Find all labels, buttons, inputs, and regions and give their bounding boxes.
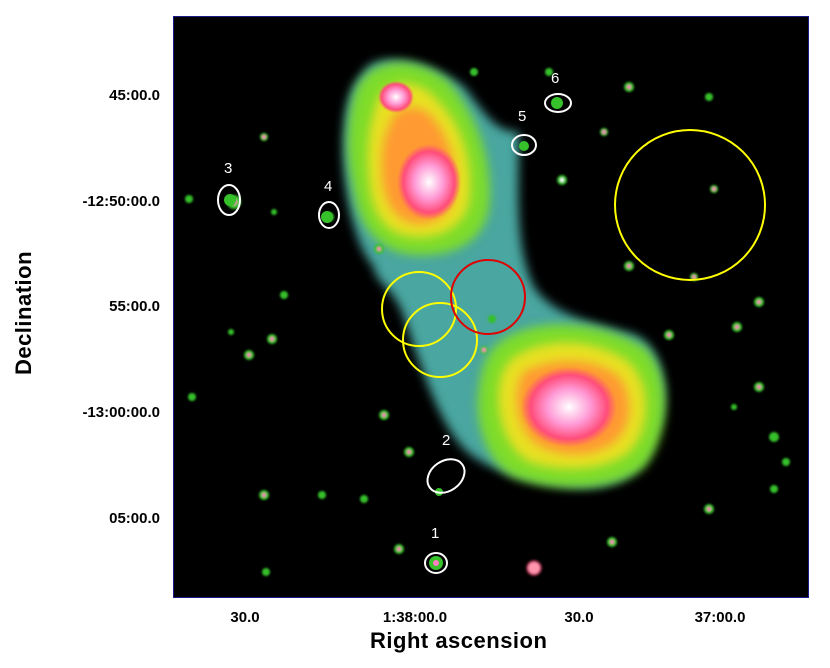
source-label-5: 5 — [518, 108, 526, 125]
sky-image: 1 2 3 4 5 6 — [185, 60, 790, 576]
source-4-emission — [321, 211, 333, 223]
y-tick-label: 55:00.0 — [109, 298, 160, 315]
yellow-region-large — [614, 129, 766, 281]
source-region-6 — [544, 93, 572, 113]
source-label-6: 6 — [551, 70, 559, 87]
cluster-north — [348, 62, 490, 256]
source-region-2 — [426, 458, 466, 494]
y-tick-label: -13:00:00.0 — [82, 404, 160, 421]
source-regions — [217, 93, 572, 574]
sky-image-frame: 1 2 3 4 5 6 — [173, 16, 809, 598]
source-1-core — [433, 560, 439, 566]
red-region — [450, 259, 526, 335]
source-label-3: 3 — [224, 160, 232, 177]
source-region-1 — [424, 552, 448, 574]
source-region-5 — [511, 134, 537, 156]
source-3-emission — [224, 194, 236, 206]
yellow-region-lower-left — [402, 302, 478, 378]
source-region-3 — [217, 184, 241, 216]
x-tick-label: 30.0 — [230, 609, 260, 626]
yellow-region-upper-left — [381, 271, 457, 347]
x-tick-label: 30.0 — [564, 609, 594, 626]
x-tick-label: 1:38:00.0 — [382, 609, 448, 626]
y-tick-label: -12:50:00.0 — [82, 193, 160, 210]
x-axis-title: Right ascension — [370, 628, 548, 653]
y-axis-title: Declination — [11, 250, 36, 376]
cluster-south — [477, 324, 665, 488]
y-tick-label: 45:00.0 — [109, 87, 160, 104]
source-label-2: 2 — [442, 432, 450, 449]
source-label-1: 1 — [431, 525, 439, 542]
source-label-4: 4 — [324, 178, 332, 195]
y-tick-label: 05:00.0 — [109, 510, 160, 527]
source-5-emission — [519, 141, 529, 151]
x-tick-label: 37:00.0 — [694, 609, 746, 626]
source-region-4 — [318, 201, 340, 229]
source-6-emission — [551, 97, 563, 109]
